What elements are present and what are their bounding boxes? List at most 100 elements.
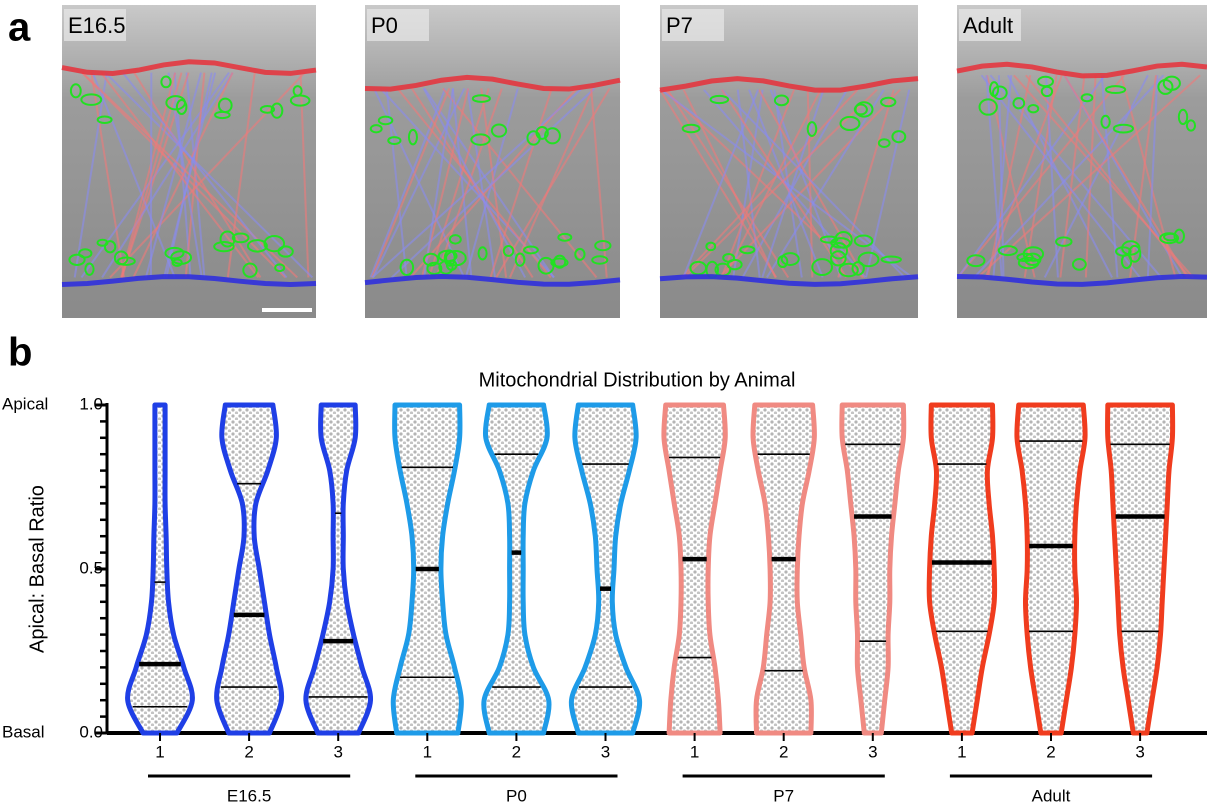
basal-border [956,273,1207,287]
trace-line [371,87,583,279]
mito-outline [231,232,250,244]
x-tick-label: 2 [1046,742,1055,761]
violin [926,402,998,736]
trace-line [723,89,822,278]
mito-outline [553,254,567,269]
trace-line [372,87,466,278]
mito-outline [171,258,183,267]
mito-outline [426,261,443,276]
mito-outline [1040,85,1054,98]
trace-line [721,89,848,278]
trace-line [299,72,310,278]
mito-outline [213,240,235,253]
mito-outline [263,234,286,253]
mito-outline [523,245,539,255]
mito-outline [966,254,986,268]
mito-outline [705,241,717,252]
trace-line [1129,75,1157,278]
trace-line [442,87,598,279]
basal-border [659,274,919,287]
trace-line [121,71,288,279]
mito-outline [1080,93,1094,103]
mito-outline [165,95,186,111]
mito-outline [991,85,1008,101]
mito-outline [399,258,415,277]
trace-line [451,88,473,278]
mito-outline [709,94,730,105]
mito-outline [270,102,284,119]
mito-outline [289,94,311,107]
y-tick-label: 0.0 [79,722,103,741]
legend-group-label: Adult [1032,786,1071,805]
mito-outline [739,245,756,255]
trace-line [980,74,1141,279]
mito-outline [217,97,233,114]
trace-line [666,89,790,278]
mito-outline [369,124,383,134]
trace-line [680,88,859,279]
basal-border [364,273,621,287]
mito-outline [839,115,861,132]
label-backdrop [662,9,724,41]
mito-outline [1173,228,1185,244]
mito-outline [1159,232,1180,245]
violin [481,402,552,736]
trace-line [1059,75,1086,278]
trace-line [736,89,761,278]
mito-outline [1100,114,1111,129]
mito-outline [470,133,491,146]
trace-line [590,88,608,278]
trace-line [1025,74,1191,279]
trace-line [985,75,1036,278]
x-tick-label: 3 [601,742,610,761]
mito-outline [277,245,294,258]
mito-outline [877,138,891,148]
legend-group-label: P7 [773,786,794,805]
trace-line [986,75,1032,278]
violin [1105,402,1176,736]
legend-group-label: P0 [506,786,527,805]
mito-outline [1024,252,1042,267]
trace-line [1084,75,1097,278]
y-tick-label: 0.5 [79,558,103,577]
x-tick-label: 2 [779,742,788,761]
apical-label: Apical [2,394,48,413]
mito-outline [160,75,172,89]
mito-outline [780,252,800,266]
mito-outline [726,258,743,271]
trace-line [163,72,217,278]
mito-outline [502,245,515,257]
mito-outline [1027,104,1040,114]
mito-outline [246,239,268,253]
mito-outline [806,121,818,137]
mito-outline [550,257,569,268]
y-tick-label: 1.0 [79,394,103,413]
mito-outline [819,235,839,244]
trace-line [1146,75,1159,278]
mito-outline [259,104,276,114]
micrograph-label: Adult [963,13,1013,38]
trace-line [427,88,490,278]
mito-outline [219,230,236,248]
mito-outline [1128,244,1142,263]
violin [661,402,728,736]
mito-outline [557,232,573,242]
micrograph-label: P0 [371,13,398,38]
micrograph: P7 [659,5,919,318]
mito-outline [880,255,902,264]
apical-border [61,59,317,76]
trace-line [91,72,176,278]
mito-outline [170,250,193,265]
trace-line [184,72,206,278]
trace-line [761,89,825,278]
mito-outline [69,83,82,99]
x-tick-label: 3 [1135,742,1144,761]
trace-line [973,74,1165,279]
apical-border [364,74,621,92]
x-tick-label: 3 [868,742,877,761]
x-tick-label: 1 [423,742,432,761]
trace-line [984,74,1063,278]
trace-line [766,89,885,278]
trace-line [101,72,234,278]
